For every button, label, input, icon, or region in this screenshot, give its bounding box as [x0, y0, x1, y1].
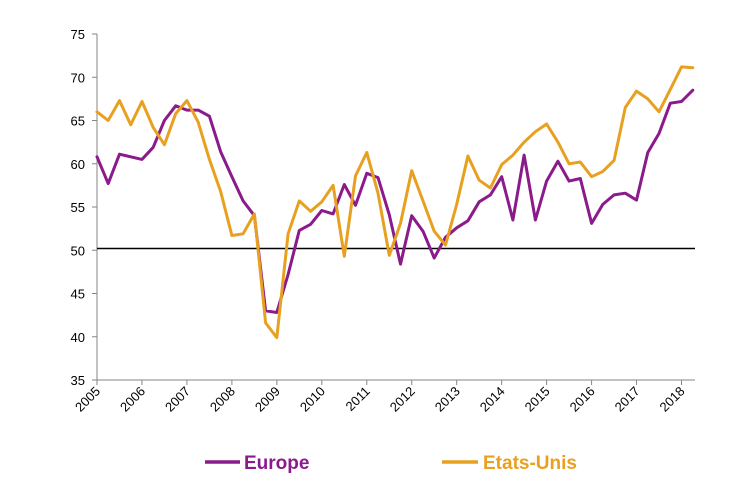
series-line-etats-unis [95, 65, 695, 340]
series-layer [95, 65, 695, 340]
y-tick-label: 40 [71, 330, 85, 345]
y-axis: 35 40 45 50 55 60 65 70 75 [71, 27, 98, 388]
x-tick-label: 2008 [207, 384, 238, 415]
x-tick-label: 2007 [162, 384, 193, 415]
x-tick-label: 2011 [343, 384, 373, 414]
x-tick-label: 2016 [567, 384, 598, 415]
y-tick-label: 50 [71, 243, 85, 258]
legend: Europe Etats-Unis [205, 453, 577, 474]
x-tick-label: 2006 [117, 384, 148, 415]
y-tick-label: 70 [71, 70, 85, 85]
x-tick-label: 2010 [297, 384, 328, 415]
series-line-europe [95, 88, 695, 314]
y-tick-label: 65 [71, 114, 85, 129]
x-tick-label: 2013 [432, 384, 463, 415]
y-tick-label: 45 [71, 287, 85, 302]
x-tick-label: 2009 [252, 384, 283, 415]
y-tick-label: 35 [71, 373, 85, 388]
legend-label: Europe [244, 453, 309, 474]
y-tick-label: 55 [71, 200, 85, 215]
x-tick-label: 2012 [387, 384, 418, 415]
x-tick-label: 2014 [477, 384, 508, 415]
y-tick-label: 75 [71, 27, 85, 42]
x-tick-label: 2017 [612, 384, 643, 415]
x-tick-label: 2018 [657, 384, 688, 415]
legend-label: Etats-Unis [483, 453, 577, 474]
x-tick-label: 2015 [522, 384, 553, 415]
legend-item: Europe [205, 453, 309, 474]
x-axis: 2005 2006 2007 2008 2009 2010 2011 2012 2013 2014… [72, 379, 695, 415]
legend-item: Etats-Unis [442, 453, 577, 474]
y-tick-label: 60 [71, 157, 85, 172]
x-tick-label: 2005 [72, 384, 103, 415]
